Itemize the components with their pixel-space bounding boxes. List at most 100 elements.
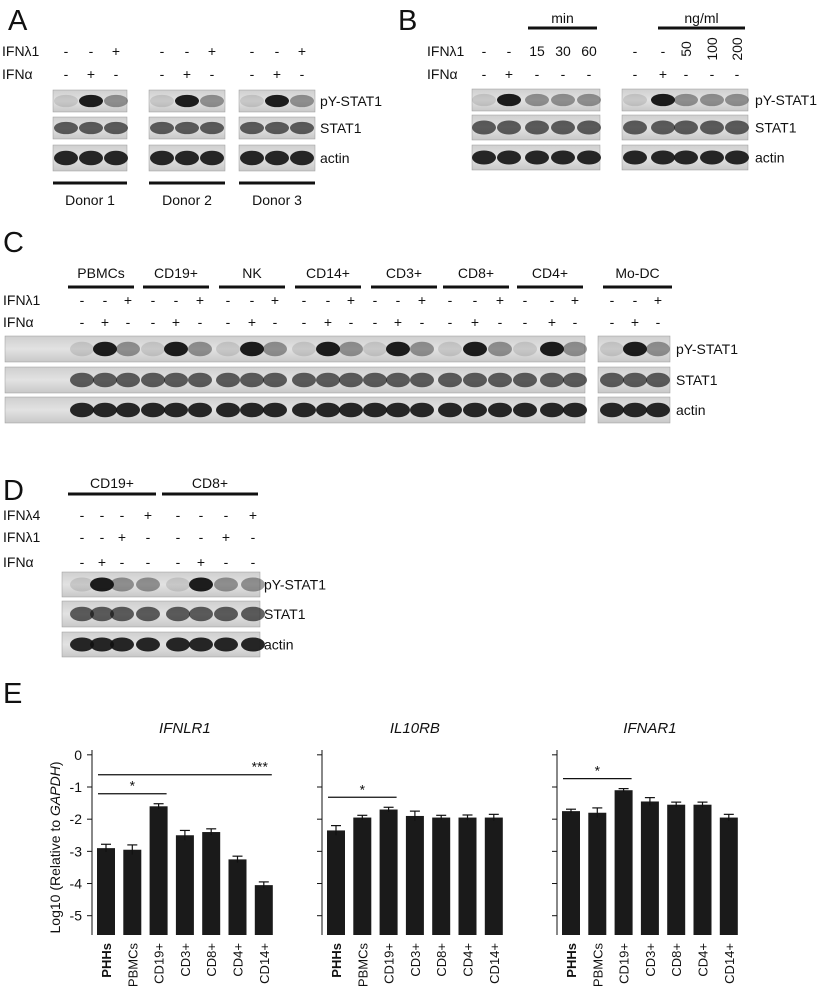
treatment-sign: + xyxy=(347,292,355,308)
treatment-sign: + xyxy=(394,314,402,330)
treatment-sign: - xyxy=(473,292,478,308)
treatment-sign: - xyxy=(396,292,401,308)
treatment-label: IFNλ1 xyxy=(2,43,40,59)
blot-band xyxy=(438,341,462,357)
x-tick-label: CD4+ xyxy=(231,943,246,977)
blot-band xyxy=(104,150,128,166)
treatment-sign: + xyxy=(418,292,426,308)
blot-band xyxy=(563,402,587,418)
treatment-sign: + xyxy=(118,529,126,545)
chart-title: IFNAR1 xyxy=(623,720,676,737)
blot-band xyxy=(363,341,387,357)
blot-band xyxy=(175,94,199,108)
bar xyxy=(458,817,477,935)
treatment-sign: - xyxy=(420,314,425,330)
bar xyxy=(254,885,273,935)
blot-band xyxy=(725,150,749,165)
blot-band xyxy=(70,372,94,388)
treatment-sign: - xyxy=(146,529,151,545)
group-label: CD19+ xyxy=(90,475,134,491)
blot-label: STAT1 xyxy=(676,372,718,388)
blot-band xyxy=(316,372,340,388)
treatment-sign: - xyxy=(185,43,190,59)
treatment-sign: - xyxy=(302,314,307,330)
x-tick-label: PHHs xyxy=(99,943,114,978)
blot-band xyxy=(386,341,410,357)
blot-band xyxy=(141,372,165,388)
treatment-sign: - xyxy=(448,314,453,330)
blot-band xyxy=(214,577,238,592)
blot-label: actin xyxy=(755,150,785,166)
treatment-sign: - xyxy=(349,314,354,330)
bar xyxy=(484,817,503,935)
treatment-sign: - xyxy=(482,43,487,59)
group-label: CD8+ xyxy=(458,265,494,281)
treatment-sign: - xyxy=(507,43,512,59)
blot-band xyxy=(150,150,174,166)
blot-label: STAT1 xyxy=(755,120,797,136)
treatment-sign: - xyxy=(250,292,255,308)
treatment-label: IFNλ1 xyxy=(427,43,465,59)
treatment-sign: - xyxy=(160,43,165,59)
blot-band xyxy=(214,637,238,652)
panel-letter: C xyxy=(3,227,24,259)
blot-band xyxy=(623,341,647,357)
treatment-sign: - xyxy=(498,314,503,330)
group-label: CD14+ xyxy=(306,265,350,281)
blot-band xyxy=(438,402,462,418)
treatment-sign: 200 xyxy=(729,37,745,61)
group-label: NK xyxy=(242,265,262,281)
blot-band xyxy=(265,150,289,166)
treatment-sign: - xyxy=(198,314,203,330)
bar xyxy=(149,806,168,935)
blot-band xyxy=(241,606,265,622)
treatment-sign: - xyxy=(199,529,204,545)
treatment-sign: + xyxy=(208,43,216,59)
treatment-sign: - xyxy=(302,292,307,308)
treatment-label: IFNα xyxy=(3,314,34,330)
blot-band xyxy=(166,637,190,652)
blot-band xyxy=(540,372,564,388)
blot-band xyxy=(240,94,264,108)
treatment-sign: - xyxy=(275,43,280,59)
treatment-label: IFNλ4 xyxy=(3,507,41,523)
y-axis-label-part: ) xyxy=(47,762,63,767)
blot-band xyxy=(200,121,224,135)
treatment-sign: + xyxy=(124,292,132,308)
blot-band xyxy=(339,402,363,418)
treatment-sign: + xyxy=(196,292,204,308)
treatment-sign: - xyxy=(176,554,181,570)
treatment-sign: - xyxy=(610,292,615,308)
y-tick-label: 0 xyxy=(74,747,82,763)
blot-band xyxy=(136,577,160,592)
blot-band xyxy=(110,577,134,592)
treatment-sign: - xyxy=(80,292,85,308)
blot-band xyxy=(164,341,188,357)
blot-band xyxy=(410,402,434,418)
treatment-sign: - xyxy=(89,43,94,59)
treatment-sign: - xyxy=(100,529,105,545)
blot-band xyxy=(240,121,264,135)
blot-band xyxy=(623,120,647,135)
blot-band xyxy=(600,372,624,388)
treatment-label: IFNλ1 xyxy=(3,292,41,308)
blot-band xyxy=(513,372,537,388)
y-tick-label: -1 xyxy=(70,779,83,795)
x-tick-label: CD3+ xyxy=(408,943,423,977)
blot-band xyxy=(497,120,521,135)
treatment-sign: - xyxy=(250,43,255,59)
treatment-sign: + xyxy=(98,554,106,570)
group-label: CD4+ xyxy=(532,265,568,281)
blot-band xyxy=(488,402,512,418)
bar xyxy=(97,848,115,935)
blot-band xyxy=(110,637,134,652)
blot-band xyxy=(200,94,224,108)
treatment-sign: - xyxy=(633,66,638,82)
treatment-sign: + xyxy=(324,314,332,330)
blot-band xyxy=(93,372,117,388)
treatment-sign: - xyxy=(656,314,661,330)
group-label: PBMCs xyxy=(77,265,124,281)
blot-band xyxy=(240,341,264,357)
blot-band xyxy=(363,372,387,388)
blot-band xyxy=(116,402,140,418)
